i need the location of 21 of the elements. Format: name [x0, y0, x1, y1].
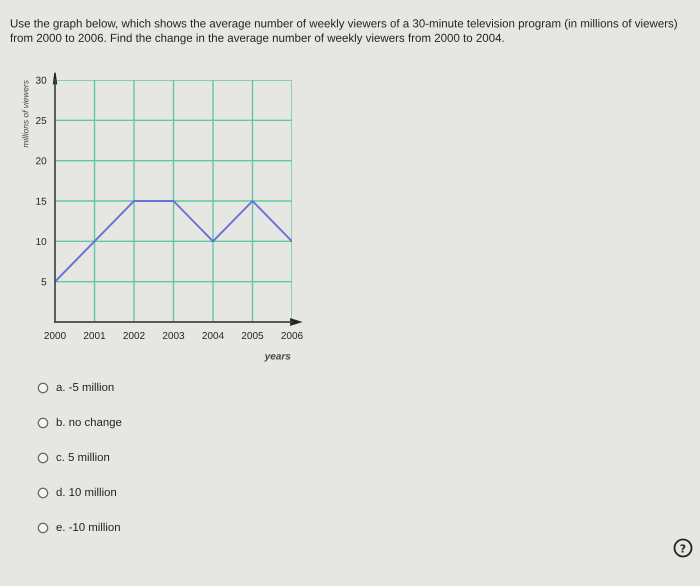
x-tick-label: 2006: [281, 332, 303, 340]
y-tick-label: 10: [36, 238, 46, 246]
y-axis-title: millions of viewers: [22, 80, 28, 148]
x-tick-label: 2001: [84, 332, 106, 340]
y-tick-label: 20: [36, 157, 46, 164]
y-tick-label: 5: [42, 278, 46, 286]
y-tick-label: 25: [36, 116, 46, 124]
x-tick-label: 2003: [162, 332, 184, 340]
x-axis-title: years: [264, 354, 291, 362]
x-tick-label: 2002: [123, 332, 145, 340]
y-tick-label: 15: [36, 198, 46, 205]
x-tick-label: 2000: [44, 332, 66, 340]
x-tick-label: 2005: [242, 332, 264, 340]
text: d. 10 million: [56, 488, 116, 496]
text: Use the graph below, which shows the average number of weekly viewers of a 30-minute television program (in millions of viewers) from 2000 to 2006. Find the change in the average number of weekly viewers from 2000 to 2004.: [10, 19, 677, 44]
x-tick-label: 2004: [202, 332, 224, 340]
text: e. -10 million: [56, 522, 120, 532]
text: b. no change: [56, 418, 122, 428]
text: c. 5 million: [56, 452, 110, 462]
text: a. -5 million: [56, 382, 114, 392]
y-tick-label: 30: [36, 76, 46, 84]
